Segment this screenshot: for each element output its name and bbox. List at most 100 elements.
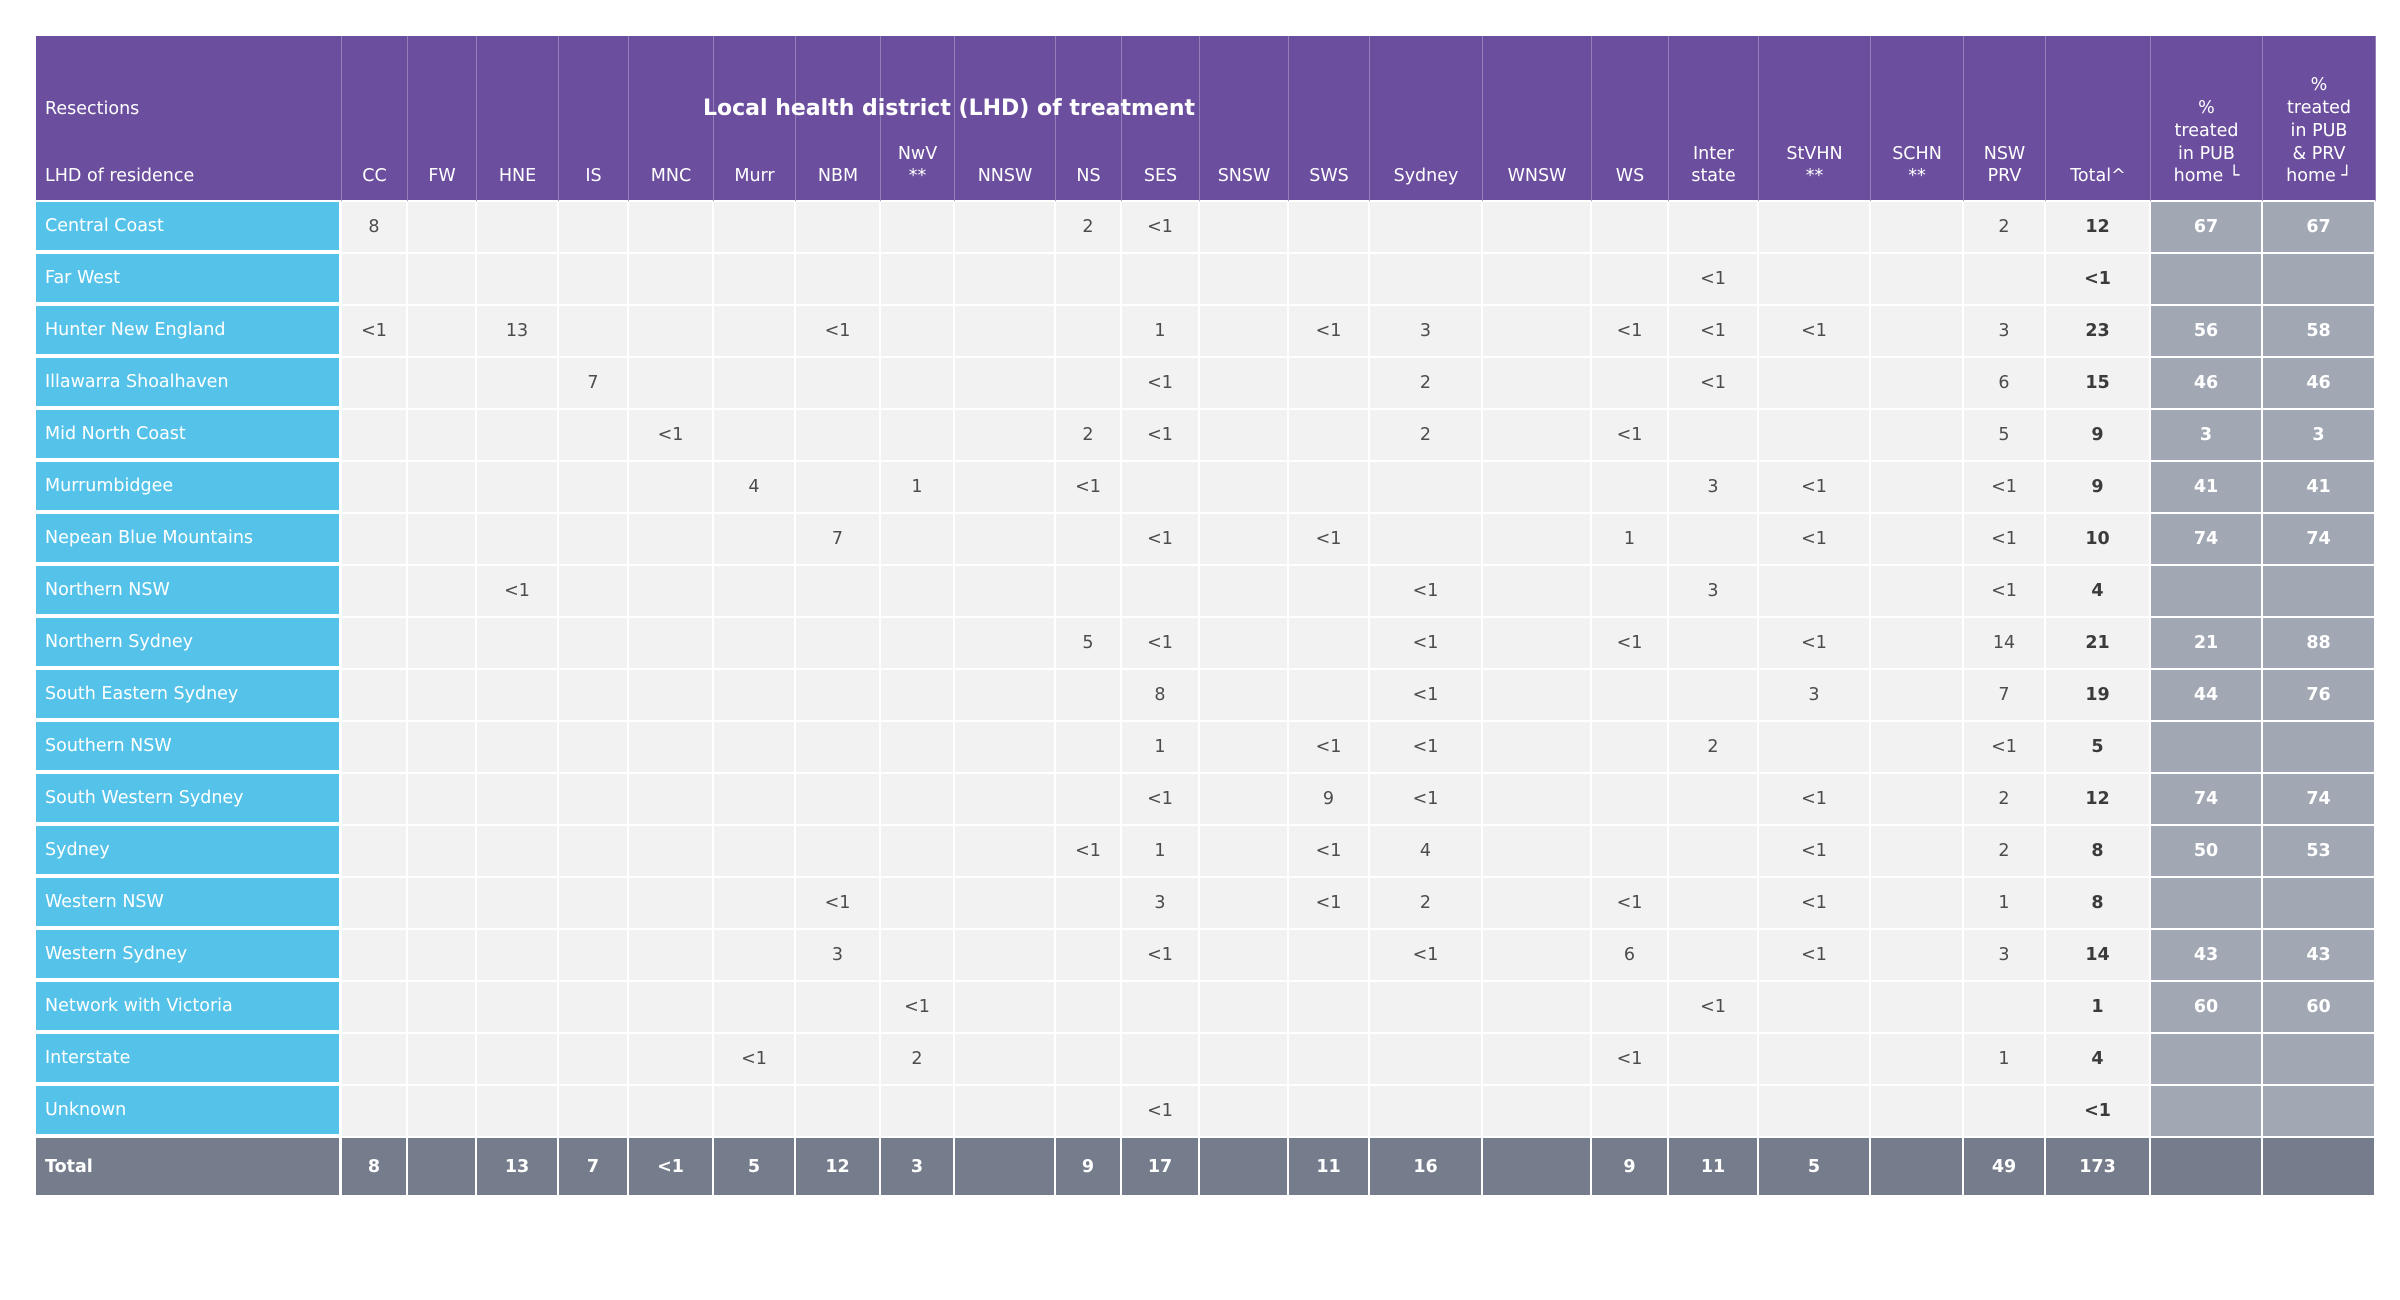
total-row-label: Total xyxy=(36,1138,342,1195)
cell-NBM xyxy=(796,254,881,306)
cell-WS xyxy=(1592,202,1669,254)
cell-NS: <1 xyxy=(1056,826,1122,878)
cell-Sydney: 2 xyxy=(1370,358,1483,410)
cell-CC: 8 xyxy=(342,1138,408,1195)
cell-IS xyxy=(559,1034,629,1086)
cell-SNSW xyxy=(1200,878,1289,930)
cell-NSWPRV: 1 xyxy=(1964,878,2046,930)
cell-Sydney: 2 xyxy=(1370,878,1483,930)
table-row: Unknown <1 <1 xyxy=(36,1086,2376,1138)
cell-CC xyxy=(342,722,408,774)
cell-Interstate xyxy=(1669,618,1759,670)
cell-NNSW xyxy=(955,982,1056,1034)
cell-NNSW xyxy=(955,410,1056,462)
cell-MNC xyxy=(629,826,714,878)
cell-PUB xyxy=(2151,722,2263,774)
cell-FW xyxy=(408,306,477,358)
column-header-Sydney: Sydney xyxy=(1370,36,1483,202)
cell-IS xyxy=(559,878,629,930)
cell-NBM xyxy=(796,410,881,462)
cell-HNE xyxy=(477,618,559,670)
cell-StVHN xyxy=(1759,982,1871,1034)
row-label: Illawarra Shoalhaven xyxy=(36,358,342,410)
cell-SNSW xyxy=(1200,670,1289,722)
cell-WS: 6 xyxy=(1592,930,1669,982)
cell-HNE: 13 xyxy=(477,306,559,358)
cell-NSWPRV: 5 xyxy=(1964,410,2046,462)
cell-NNSW xyxy=(955,254,1056,306)
cell-SCHN xyxy=(1871,618,1964,670)
cell-WNSW xyxy=(1483,1086,1592,1138)
cell-SES: 1 xyxy=(1122,826,1200,878)
cell-SCHN xyxy=(1871,202,1964,254)
cell-MNC xyxy=(629,306,714,358)
column-header-NNSW: NNSW xyxy=(955,36,1056,202)
cell-SNSW xyxy=(1200,514,1289,566)
cell-SNSW xyxy=(1200,410,1289,462)
cell-NSWPRV xyxy=(1964,1086,2046,1138)
cell-StVHN xyxy=(1759,202,1871,254)
cell-MNC xyxy=(629,566,714,618)
cell-MNC xyxy=(629,670,714,722)
column-header-PUBPRV: % treated in PUB & PRV home ┘ xyxy=(2263,36,2376,202)
cell-PUBPRV: 3 xyxy=(2263,410,2376,462)
cell-WNSW xyxy=(1483,566,1592,618)
table-row: Network with Victoria <1 <1 1 60 60 xyxy=(36,982,2376,1034)
cell-SNSW xyxy=(1200,930,1289,982)
cell-NwV xyxy=(881,514,955,566)
cell-Murr xyxy=(714,202,796,254)
cell-PUBPRV: 41 xyxy=(2263,462,2376,514)
cell-PUBPRV xyxy=(2263,878,2376,930)
cell-MNC xyxy=(629,358,714,410)
cell-SNSW xyxy=(1200,1138,1289,1195)
cell-Murr xyxy=(714,1086,796,1138)
row-label: Northern NSW xyxy=(36,566,342,618)
cell-MNC xyxy=(629,254,714,306)
cell-CC xyxy=(342,878,408,930)
cell-StVHN xyxy=(1759,254,1871,306)
cell-SES xyxy=(1122,462,1200,514)
cell-StVHN xyxy=(1759,722,1871,774)
cell-SES: 3 xyxy=(1122,878,1200,930)
table-row: Far West <1 <1 xyxy=(36,254,2376,306)
cell-NS xyxy=(1056,722,1122,774)
cell-NNSW xyxy=(955,930,1056,982)
cell-Murr xyxy=(714,306,796,358)
cell-NBM: 3 xyxy=(796,930,881,982)
cell-CC xyxy=(342,1086,408,1138)
cell-StVHN xyxy=(1759,1034,1871,1086)
cell-NS xyxy=(1056,306,1122,358)
cell-MNC xyxy=(629,514,714,566)
column-header-HNE: HNE xyxy=(477,36,559,202)
cell-NwV xyxy=(881,306,955,358)
cell-SNSW xyxy=(1200,358,1289,410)
cell-NNSW xyxy=(955,670,1056,722)
cell-Sydney xyxy=(1370,254,1483,306)
cell-CC: <1 xyxy=(342,306,408,358)
cell-Sydney xyxy=(1370,202,1483,254)
cell-PUBPRV xyxy=(2263,722,2376,774)
cell-FW xyxy=(408,202,477,254)
column-header-NBM: NBM xyxy=(796,36,881,202)
cell-FW xyxy=(408,930,477,982)
cell-SES: 1 xyxy=(1122,306,1200,358)
column-header-SWS: SWS xyxy=(1289,36,1370,202)
cell-Interstate: 3 xyxy=(1669,566,1759,618)
cell-Interstate: 3 xyxy=(1669,462,1759,514)
cell-CC xyxy=(342,618,408,670)
cell-FW xyxy=(408,670,477,722)
row-label: Unknown xyxy=(36,1086,342,1138)
cell-IS xyxy=(559,254,629,306)
cell-CC xyxy=(342,826,408,878)
cell-SES: 1 xyxy=(1122,722,1200,774)
cell-PUBPRV xyxy=(2263,1086,2376,1138)
cell-SCHN xyxy=(1871,878,1964,930)
cell-Sydney: 16 xyxy=(1370,1138,1483,1195)
cell-FW xyxy=(408,410,477,462)
cell-IS xyxy=(559,774,629,826)
cell-WS xyxy=(1592,982,1669,1034)
cell-Sydney: <1 xyxy=(1370,618,1483,670)
cell-FW xyxy=(408,514,477,566)
table-row: Hunter New England <1 13 <1 1 <1 3 <1 <1 <1 3 23 56 5… xyxy=(36,306,2376,358)
cell-Total: 9 xyxy=(2046,410,2151,462)
